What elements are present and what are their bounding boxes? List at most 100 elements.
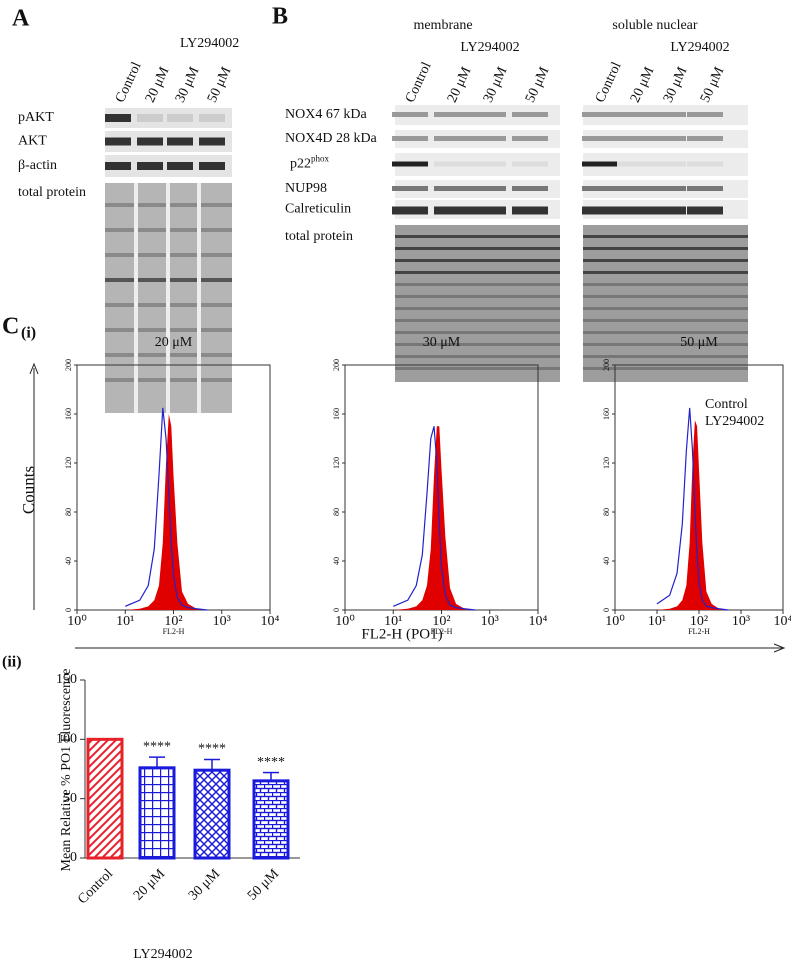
panel-label: A (12, 6, 30, 32)
band (392, 186, 428, 191)
band (105, 114, 131, 122)
band (583, 367, 748, 370)
lane-label: 50 μM (698, 64, 728, 105)
y-tick-label: 80 (64, 508, 73, 516)
arrow-head (29, 362, 39, 375)
band (395, 295, 560, 298)
group-title: membrane (413, 18, 472, 33)
band (392, 136, 428, 141)
band (512, 112, 548, 117)
band (392, 112, 428, 117)
y-axis-label: Mean Relative % PO1 Fluorescence (59, 669, 74, 872)
y-tick-label: 200 (602, 359, 611, 371)
x-tick-label: 10³ (732, 614, 750, 629)
band (512, 161, 548, 167)
band (395, 331, 560, 334)
x-tick-label: 10⁴ (261, 614, 280, 629)
band (617, 136, 653, 141)
y-tick-label: 0 (70, 850, 77, 865)
band (395, 259, 560, 262)
band (617, 206, 653, 215)
significance: **** (198, 742, 226, 757)
row-label: NOX4D 28 kDa (285, 131, 378, 146)
hist-area (657, 420, 729, 610)
row-label: β-actin (18, 158, 57, 173)
lane-label: 30 μM (661, 64, 691, 105)
band (687, 136, 723, 141)
band (434, 186, 470, 191)
band (582, 136, 618, 141)
x-axis-label: FL2-H (431, 627, 453, 636)
y-tick-label: 160 (332, 408, 341, 420)
band (583, 235, 748, 238)
sub-label: (ii) (2, 654, 22, 671)
lane-label: 20 μM (445, 64, 475, 105)
hist-line (656, 407, 729, 611)
y-tick-label: 40 (332, 557, 341, 565)
x-tick-label: 10⁴ (529, 614, 548, 629)
band (512, 206, 548, 215)
band (617, 186, 653, 191)
band (687, 161, 723, 167)
lane-label: Control (593, 60, 625, 105)
x-tick-label: 10³ (213, 614, 231, 629)
x-tick-label: 10² (432, 614, 450, 629)
lane-label: 20 μM (628, 64, 658, 105)
band (434, 112, 470, 117)
treatment-label: LY294002 (460, 40, 519, 55)
y-tick-label: 120 (602, 457, 611, 469)
y-tick-label: 40 (602, 557, 611, 565)
row-label: total protein (285, 229, 353, 244)
band (582, 112, 618, 117)
band (617, 112, 653, 117)
significance: **** (143, 739, 171, 754)
band (395, 283, 560, 286)
lane-gap (134, 183, 138, 413)
arrow-head (773, 643, 786, 653)
fl2h-label: FL2-H (PO1) (361, 626, 442, 642)
y-tick-label: 160 (64, 408, 73, 420)
band (582, 186, 618, 191)
band (650, 136, 686, 141)
band (199, 137, 225, 146)
band (583, 343, 748, 346)
bar (86, 737, 124, 860)
band (470, 186, 506, 191)
legend-entry: Control (705, 397, 748, 412)
counts-label: Counts (19, 466, 38, 514)
lane-gap (166, 183, 170, 413)
x-tick-label: Control (75, 866, 116, 907)
row-label-sup: phox (311, 154, 330, 164)
y-tick-label: 0 (332, 608, 341, 612)
x-tick-label: 50 μM (245, 866, 282, 903)
x-axis-label: FL2-H (163, 627, 185, 636)
band (583, 355, 748, 358)
band (434, 161, 470, 167)
band (392, 161, 428, 167)
row-label: AKT (18, 134, 47, 149)
band (650, 206, 686, 215)
x-tick-label: 10⁴ (774, 614, 791, 629)
band (392, 206, 428, 215)
x-tick-label: 10¹ (384, 614, 402, 629)
row-label: pAKT (18, 110, 54, 125)
band (470, 112, 506, 117)
band (137, 114, 163, 122)
hist-title: 50 μM (680, 335, 718, 350)
group-title: soluble nuclear (612, 18, 697, 33)
y-tick-label: 0 (602, 608, 611, 612)
lane-label: 20 μM (143, 64, 173, 105)
lane-gap (197, 183, 201, 413)
band (167, 114, 193, 122)
band (617, 161, 653, 167)
y-tick-label: 50 (63, 791, 77, 806)
band (167, 162, 193, 170)
x-tick-label: 10¹ (116, 614, 134, 629)
panel-label: C (2, 314, 19, 340)
lane-label: Control (113, 60, 145, 105)
y-tick-label: 200 (64, 359, 73, 371)
y-tick-label: 200 (332, 359, 341, 371)
row-label-text: p22 (290, 157, 311, 172)
x-tick-label: 20 μM (131, 866, 168, 903)
